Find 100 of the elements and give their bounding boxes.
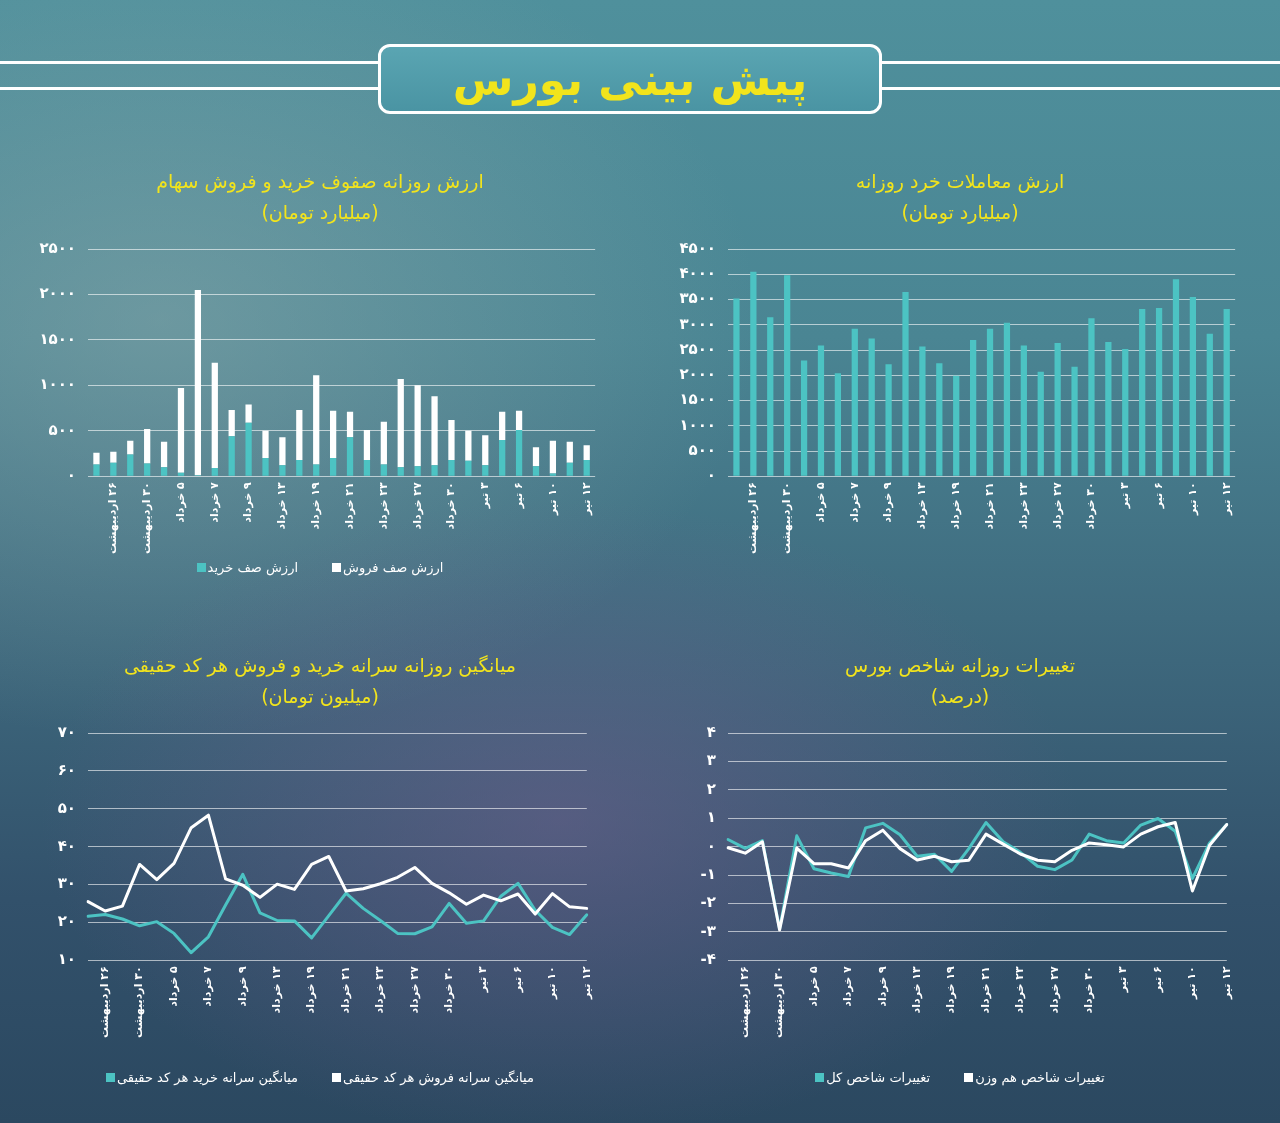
x-tick-label: ۳۰ خرداد — [442, 966, 456, 1014]
x-tick-label: ۱۰ تیر — [1185, 482, 1199, 517]
y-tick-label: ۰ — [66, 466, 76, 485]
legend-label: تغییرات شاخص کل — [826, 1069, 931, 1085]
chart-title: میانگین روزانه سرانه خرید و فروش هر کد حقیقی — [122, 653, 518, 679]
x-tick-label: ۲۱ خرداد — [982, 482, 996, 530]
x-tick-label: ۹ خرداد — [875, 965, 889, 1007]
x-tick-label: ۳۰ اردیبهشت — [132, 966, 146, 1039]
x-tick-label: ۳۰ خرداد — [1084, 482, 1098, 530]
x-tick-label: ۶ تیر — [1151, 482, 1165, 510]
x-tick-label: ۶ تیر — [510, 966, 524, 994]
y-tick-label: ۰ — [706, 466, 716, 485]
legend-label: ارزش صف فروش — [343, 559, 444, 575]
x-tick-label: ۱۲ تیر — [1219, 482, 1233, 517]
x-tick-label: ۲۳ خرداد — [1013, 966, 1027, 1014]
x-tick-label: ۲۳ خرداد — [373, 966, 387, 1014]
x-tick-label: ۲۶ اردیبهشت — [98, 966, 112, 1039]
y-tick-label: ۲۰ — [57, 912, 76, 931]
x-tick-label: ۲۱ خرداد — [338, 966, 352, 1014]
x-tick-label: ۲۶ اردیبهشت — [106, 482, 120, 555]
chart-title: ارزش معاملات خرد روزانه — [854, 169, 1066, 195]
y-tick-label: ۳۰۰۰ — [679, 314, 716, 333]
x-tick-label: ۵ خرداد — [813, 481, 827, 523]
y-tick-label: ۶۰ — [57, 760, 76, 779]
chart-title: تغییرات روزانه شاخص بورس — [843, 653, 1077, 679]
y-tick-label: ۲۰۰۰ — [39, 284, 76, 303]
x-tick-label: ۹ خرداد — [881, 481, 895, 523]
x-tick-label: ۱۰ تیر — [545, 966, 559, 1001]
x-tick-label: ۱۲ تیر — [579, 482, 593, 517]
y-tick-label: ۵۰۰ — [688, 440, 716, 459]
x-tick-label: ۷ خرداد — [201, 965, 215, 1007]
y-tick-label: ۱۵۰۰ — [39, 329, 76, 348]
x-tick-label: ۹ خرداد — [235, 965, 249, 1007]
legend-label: میانگین سرانه خرید هر کد حقیقی — [117, 1069, 299, 1085]
chart-subtitle: (میلیون تومان) — [260, 684, 380, 710]
y-tick-label: ۴۵۰۰ — [679, 238, 716, 257]
legend-label: میانگین سرانه فروش هر کد حقیقی — [343, 1069, 534, 1085]
x-tick-label: ۱۹ خرداد — [309, 482, 323, 530]
y-tick-label: ۵۰ — [57, 798, 76, 817]
y-tick-label: ۱ — [706, 808, 716, 827]
legend-label: ارزش صف خرید — [207, 559, 299, 575]
y-tick-label: ۳۵۰۰ — [679, 289, 716, 308]
chart-subtitle: (درصد) — [929, 684, 991, 710]
x-tick-label: ۲۶ اردیبهشت — [746, 482, 760, 555]
legend-label: تغییرات شاخص هم وزن — [975, 1069, 1105, 1085]
y-tick-label: ۱۰۰۰ — [679, 415, 716, 434]
x-tick-label: ۵ خرداد — [173, 481, 187, 523]
y-tick-label: ۰ — [706, 836, 716, 855]
chart-title: ارزش روزانه صفوف خرید و فروش سهام — [155, 169, 485, 195]
x-tick-label: ۷ خرداد — [847, 481, 861, 523]
x-tick-label: ۲۳ خرداد — [376, 482, 390, 530]
x-tick-label: ۱۳ خرداد — [270, 966, 284, 1014]
y-tick-label: -۴ — [700, 950, 716, 969]
x-tick-label: ۱۰ تیر — [1185, 966, 1199, 1001]
x-tick-label: ۳ تیر — [476, 965, 490, 994]
x-tick-label: ۵ خرداد — [806, 965, 820, 1007]
x-tick-label: ۲۱ خرداد — [978, 966, 992, 1014]
x-tick-label: ۳ تیر — [1118, 481, 1132, 510]
x-tick-label: ۳۰ اردیبهشت — [772, 966, 786, 1039]
x-tick-label: ۱۳ خرداد — [915, 482, 929, 530]
x-tick-label: ۲۷ خرداد — [407, 966, 421, 1014]
x-tick-label: ۱۰ تیر — [545, 482, 559, 517]
x-tick-label: ۲۷ خرداد — [1047, 966, 1061, 1014]
x-tick-label: ۲۶ اردیبهشت — [738, 966, 752, 1039]
x-tick-label: ۶ تیر — [511, 482, 525, 510]
y-tick-label: ۲۵۰۰ — [679, 339, 716, 358]
x-tick-label: ۱۹ خرداد — [949, 482, 963, 530]
y-tick-label: ۱۰ — [57, 950, 76, 969]
x-tick-label: ۳۰ خرداد — [1082, 966, 1096, 1014]
y-tick-label: ۵۰۰ — [48, 420, 76, 439]
x-tick-label: ۵ خرداد — [166, 965, 180, 1007]
x-tick-label: ۲۳ خرداد — [1016, 482, 1030, 530]
x-tick-label: ۱۹ خرداد — [944, 966, 958, 1014]
x-tick-label: ۱۲ تیر — [1219, 966, 1233, 1001]
x-tick-label: ۳ تیر — [478, 481, 492, 510]
y-tick-label: ۴ — [706, 722, 716, 741]
y-tick-label: -۳ — [700, 921, 716, 940]
x-tick-label: ۲۱ خرداد — [342, 482, 356, 530]
y-tick-label: -۲ — [700, 893, 716, 912]
x-tick-label: ۱۳ خرداد — [275, 482, 289, 530]
x-tick-label: ۱۹ خرداد — [304, 966, 318, 1014]
chart-subtitle: (میلیارد تومان) — [900, 200, 1020, 226]
y-tick-label: ۲۵۰۰ — [39, 238, 76, 257]
x-tick-label: ۳۰ اردیبهشت — [780, 482, 794, 555]
x-tick-label: ۲۷ خرداد — [1050, 482, 1064, 530]
chart-subtitle: (میلیارد تومان) — [260, 200, 380, 226]
x-tick-label: ۷ خرداد — [841, 965, 855, 1007]
x-tick-label: ۶ تیر — [1150, 966, 1164, 994]
x-tick-label: ۹ خرداد — [241, 481, 255, 523]
y-tick-label: -۱ — [700, 864, 716, 883]
x-tick-label: ۱۲ تیر — [579, 966, 593, 1001]
y-tick-label: ۳۰ — [57, 874, 76, 893]
y-tick-label: ۲۰۰۰ — [679, 365, 716, 384]
y-tick-label: ۳ — [706, 751, 716, 770]
x-tick-label: ۳ تیر — [1116, 965, 1130, 994]
x-tick-label: ۳۰ خرداد — [444, 482, 458, 530]
x-tick-label: ۷ خرداد — [207, 481, 221, 523]
y-tick-label: ۱۰۰۰ — [39, 375, 76, 394]
y-tick-label: ۲ — [706, 779, 716, 798]
x-tick-label: ۱۳ خرداد — [910, 966, 924, 1014]
